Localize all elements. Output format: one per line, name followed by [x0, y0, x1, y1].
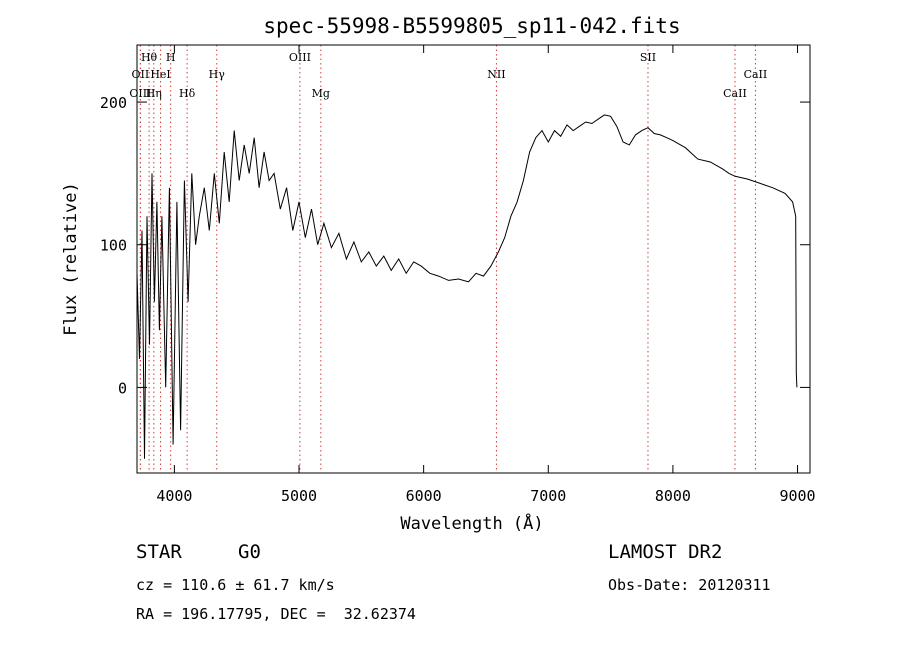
line-marker-label: Hδ: [179, 87, 196, 100]
axis-ticks: 4000 5000 6000 7000 8000 9000 0 100 200: [100, 45, 816, 505]
x-axis-label: Wavelength (Å): [400, 512, 543, 534]
coordinates: RA = 196.17795, DEC = 32.62374: [136, 605, 416, 623]
x-tick-label: 9000: [779, 487, 815, 505]
object-subclass: G0: [238, 541, 261, 563]
line-marker-label: NII: [487, 68, 505, 81]
plot-frame: [136, 44, 811, 474]
line-marker-label: Hθ: [141, 51, 158, 64]
line-marker-label: CaII: [723, 87, 747, 100]
y-tick-label: 100: [100, 237, 127, 255]
line-marker-label: OIII: [289, 51, 311, 64]
chart-title: spec-55998-B5599805_sp11-042.fits: [263, 14, 680, 38]
y-tick-label: 200: [100, 94, 127, 112]
x-tick-label: 6000: [406, 487, 442, 505]
spectrum-line: [136, 114, 798, 459]
x-tick-label: 8000: [655, 487, 691, 505]
line-marker-label: HeI: [150, 68, 170, 81]
line-marker-label: H: [166, 51, 176, 64]
line-marker-label: OII: [132, 68, 150, 81]
line-marker-label: SII: [640, 51, 656, 64]
x-tick-label: 4000: [156, 487, 192, 505]
obs-date: Obs-Date: 20120311: [608, 576, 771, 594]
redshift-value: cz = 110.6 ± 61.7 km/s: [136, 576, 335, 594]
line-marker-label: Hγ: [209, 68, 226, 81]
y-tick-label: 0: [118, 379, 127, 397]
x-tick-label: 5000: [281, 487, 317, 505]
y-axis-label: Flux (relative): [61, 182, 81, 336]
line-marker-label: Mg: [312, 87, 330, 100]
line-marker-label: Hη: [146, 87, 162, 100]
line-marker-label: CaII: [744, 68, 768, 81]
x-tick-label: 7000: [530, 487, 566, 505]
line-marker-label: OIII: [129, 87, 151, 100]
object-class: STAR: [136, 541, 182, 563]
survey-name: LAMOST DR2: [608, 541, 723, 563]
